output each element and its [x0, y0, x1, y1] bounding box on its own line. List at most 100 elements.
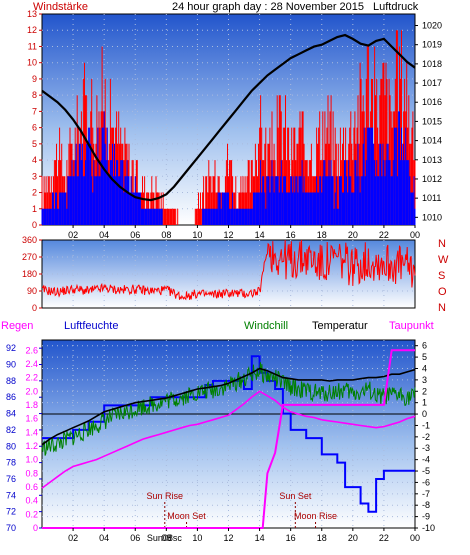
- rain-axis-label: 0.8: [25, 468, 38, 478]
- event-label: Sun Rise: [147, 491, 184, 501]
- right-axis-label: 1011: [422, 193, 441, 203]
- direction-label: N: [438, 238, 446, 250]
- temp-axis-label: -8: [422, 500, 430, 510]
- left-axis-label: 11: [28, 41, 37, 51]
- x-axis-tick-label: 20: [348, 230, 358, 240]
- x-axis-tick-label: 16: [286, 533, 296, 543]
- temp-axis-label: 2: [422, 386, 427, 396]
- x-axis-extra-label: Sun08sc: [147, 533, 183, 543]
- rain-axis-label: 1.8: [25, 400, 38, 410]
- right-axis-label: 1010: [422, 212, 442, 222]
- temp-axis-label: -6: [422, 477, 430, 487]
- header-right-label: Luftdruck: [373, 1, 419, 13]
- x-axis-tick-label: 08: [161, 533, 171, 543]
- temp-axis-label: 0: [422, 409, 427, 419]
- x-axis-tick-label: 22: [379, 533, 389, 543]
- left-axis-label: 5: [32, 139, 37, 149]
- event-label: Moon Rise: [294, 511, 337, 521]
- x-axis-tick-label: 20: [348, 533, 358, 543]
- direction-label: O: [438, 286, 447, 298]
- x-axis-tick-label: 22: [379, 230, 389, 240]
- right-axis-label: 1018: [422, 59, 442, 69]
- legend-dewpoint: Taupunkt: [389, 320, 434, 332]
- right-axis-label: 1016: [422, 97, 442, 107]
- temp-axis-label: -2: [422, 432, 430, 442]
- rain-axis-label: 2.2: [25, 373, 38, 383]
- humidity-axis-label: 72: [6, 507, 16, 517]
- x-axis-tick-label: 00: [410, 533, 420, 543]
- left-axis-label: 10: [27, 58, 37, 68]
- x-axis-tick-label: 10: [192, 230, 202, 240]
- event-label: Sun Set: [279, 491, 312, 501]
- x-axis-tick-label: 18: [317, 533, 327, 543]
- left-axis-label: 8: [32, 90, 37, 100]
- x-axis-tick-label: 04: [99, 533, 109, 543]
- x-axis-tick-label: 08: [161, 230, 171, 240]
- dir-axis-label: 270: [22, 252, 37, 262]
- temp-axis-label: -9: [422, 512, 430, 522]
- humidity-axis-label: 84: [6, 409, 16, 419]
- humidity-axis-label: 90: [6, 360, 16, 370]
- temp-axis-label: -10: [422, 523, 435, 533]
- x-axis-tick-label: 00: [410, 230, 420, 240]
- rain-axis-label: 0.2: [25, 509, 38, 519]
- x-axis-tick-label: 12: [223, 533, 233, 543]
- series-dewpoint: [41, 390, 416, 489]
- header-left-label: Windstärke: [33, 1, 88, 13]
- x-axis-tick-label: 10: [192, 533, 202, 543]
- humidity-axis-label: 76: [6, 474, 16, 484]
- direction-label: W: [438, 254, 449, 266]
- right-axis-label: 1013: [422, 155, 442, 165]
- left-axis-label: 2: [32, 188, 37, 198]
- humidity-axis-label: 92: [6, 343, 16, 353]
- left-axis-label: 12: [27, 25, 37, 35]
- rain-axis-label: 2.0: [25, 386, 38, 396]
- humidity-axis-label: 82: [6, 425, 16, 435]
- series-pressure: [41, 33, 416, 202]
- series-wind-gust: [41, 111, 416, 225]
- temp-axis-label: -1: [422, 420, 430, 430]
- right-axis-label: 1012: [422, 174, 442, 184]
- right-axis-label: 1014: [422, 136, 442, 146]
- left-axis-label: 7: [32, 106, 37, 116]
- rain-axis-label: 0.4: [25, 496, 38, 506]
- left-axis-label: 9: [32, 74, 37, 84]
- dir-axis-label: 90: [27, 286, 37, 296]
- rain-axis-label: 0: [33, 523, 38, 533]
- left-axis-label: 6: [32, 123, 37, 133]
- humidity-axis-label: 78: [6, 458, 16, 468]
- panel-temperature-humidity: Regen Luftfeuchte Windchill Temperatur T…: [1, 320, 435, 543]
- temp-axis-label: -3: [422, 443, 430, 453]
- direction-label: S: [438, 270, 445, 282]
- x-axis-tick-label: 18: [317, 230, 327, 240]
- rain-axis-label: 2.4: [25, 359, 38, 369]
- x-axis-tick-label: 06: [130, 533, 140, 543]
- series-wind-direction: [41, 239, 416, 301]
- x-axis-tick-label: 02: [68, 230, 78, 240]
- rain-axis-label: 1.6: [25, 414, 38, 424]
- rain-axis-label: 1.0: [25, 455, 38, 465]
- rain-axis-label: 1.4: [25, 427, 38, 437]
- humidity-axis-label: 88: [6, 376, 16, 386]
- x-axis-tick-label: 06: [130, 230, 140, 240]
- x-axis-tick-label: 12: [223, 230, 233, 240]
- left-axis-label: 3: [32, 171, 37, 181]
- rain-axis-label: 2.6: [25, 345, 38, 355]
- temp-axis-label: 1: [422, 398, 427, 408]
- humidity-axis-label: 70: [6, 523, 16, 533]
- series-rain: [42, 349, 415, 529]
- humidity-axis-label: 74: [6, 490, 16, 500]
- dir-axis-label: 180: [22, 269, 37, 279]
- right-axis-label: 1020: [422, 21, 442, 31]
- temp-axis-label: 3: [422, 375, 427, 385]
- x-axis-tick-label: 02: [68, 533, 78, 543]
- direction-label: N: [438, 302, 446, 314]
- temp-axis-label: 5: [422, 352, 427, 362]
- right-axis-label: 1017: [422, 78, 442, 88]
- legend-rain: Regen: [1, 320, 33, 332]
- dir-axis-label: 0: [32, 303, 37, 313]
- humidity-axis-label: 80: [6, 441, 16, 451]
- event-label: Moon Set: [167, 511, 206, 521]
